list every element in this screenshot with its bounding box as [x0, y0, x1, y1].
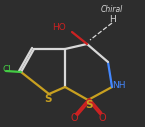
Text: HO: HO	[52, 23, 66, 33]
Text: O: O	[98, 113, 106, 123]
Text: O: O	[70, 113, 78, 123]
Text: S: S	[44, 94, 52, 104]
Text: S: S	[85, 100, 93, 110]
Text: NH: NH	[112, 82, 126, 91]
Text: H: H	[109, 15, 115, 25]
Text: Cl: Cl	[3, 66, 11, 75]
Text: Chiral: Chiral	[101, 5, 123, 14]
